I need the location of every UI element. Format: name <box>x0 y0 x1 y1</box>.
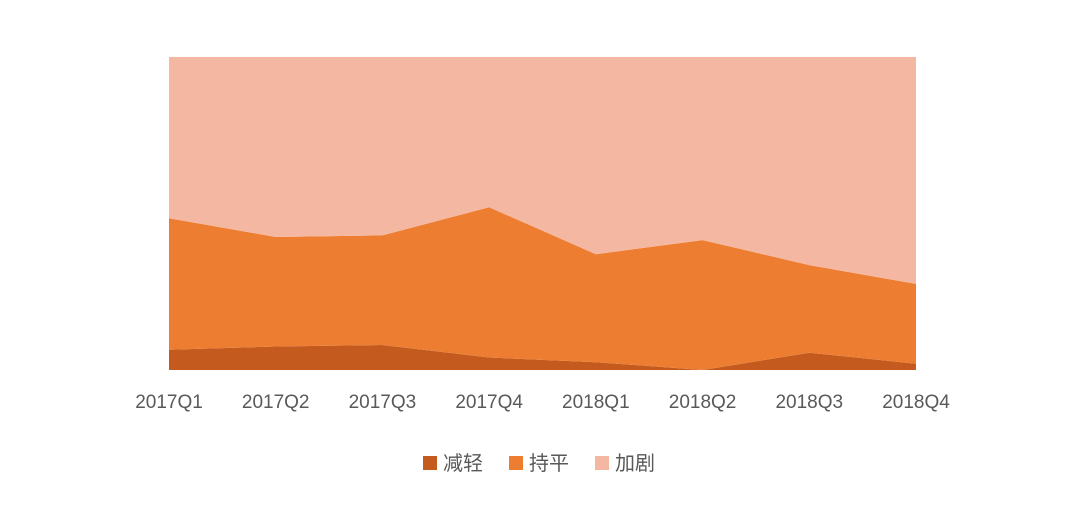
x-tick-label: 2018Q1 <box>562 392 630 413</box>
legend: 减轻 持平 加剧 <box>423 451 655 475</box>
x-tick-label: 2017Q3 <box>349 392 417 413</box>
x-tick-label: 2018Q2 <box>669 392 737 413</box>
x-tick-label: 2018Q4 <box>882 392 950 413</box>
plot-area <box>169 57 916 370</box>
x-tick-label: 2017Q4 <box>455 392 523 413</box>
legend-label-2: 持平 <box>529 451 569 475</box>
x-axis: 2017Q1 2017Q2 2017Q3 2017Q4 2018Q1 2018Q2 2018… <box>135 392 950 413</box>
area-series-1 <box>169 345 916 370</box>
legend-swatch-1 <box>423 456 437 470</box>
legend-label-1: 减轻 <box>443 451 483 475</box>
area-series-2 <box>169 207 916 370</box>
x-tick-label: 2018Q3 <box>775 392 843 413</box>
legend-swatch-3 <box>595 456 609 470</box>
legend-label-3: 加剧 <box>615 451 655 475</box>
legend-swatch-2 <box>509 456 523 470</box>
x-tick-label: 2017Q1 <box>135 392 203 413</box>
x-tick-label: 2017Q2 <box>242 392 310 413</box>
area-series-3 <box>169 57 916 284</box>
